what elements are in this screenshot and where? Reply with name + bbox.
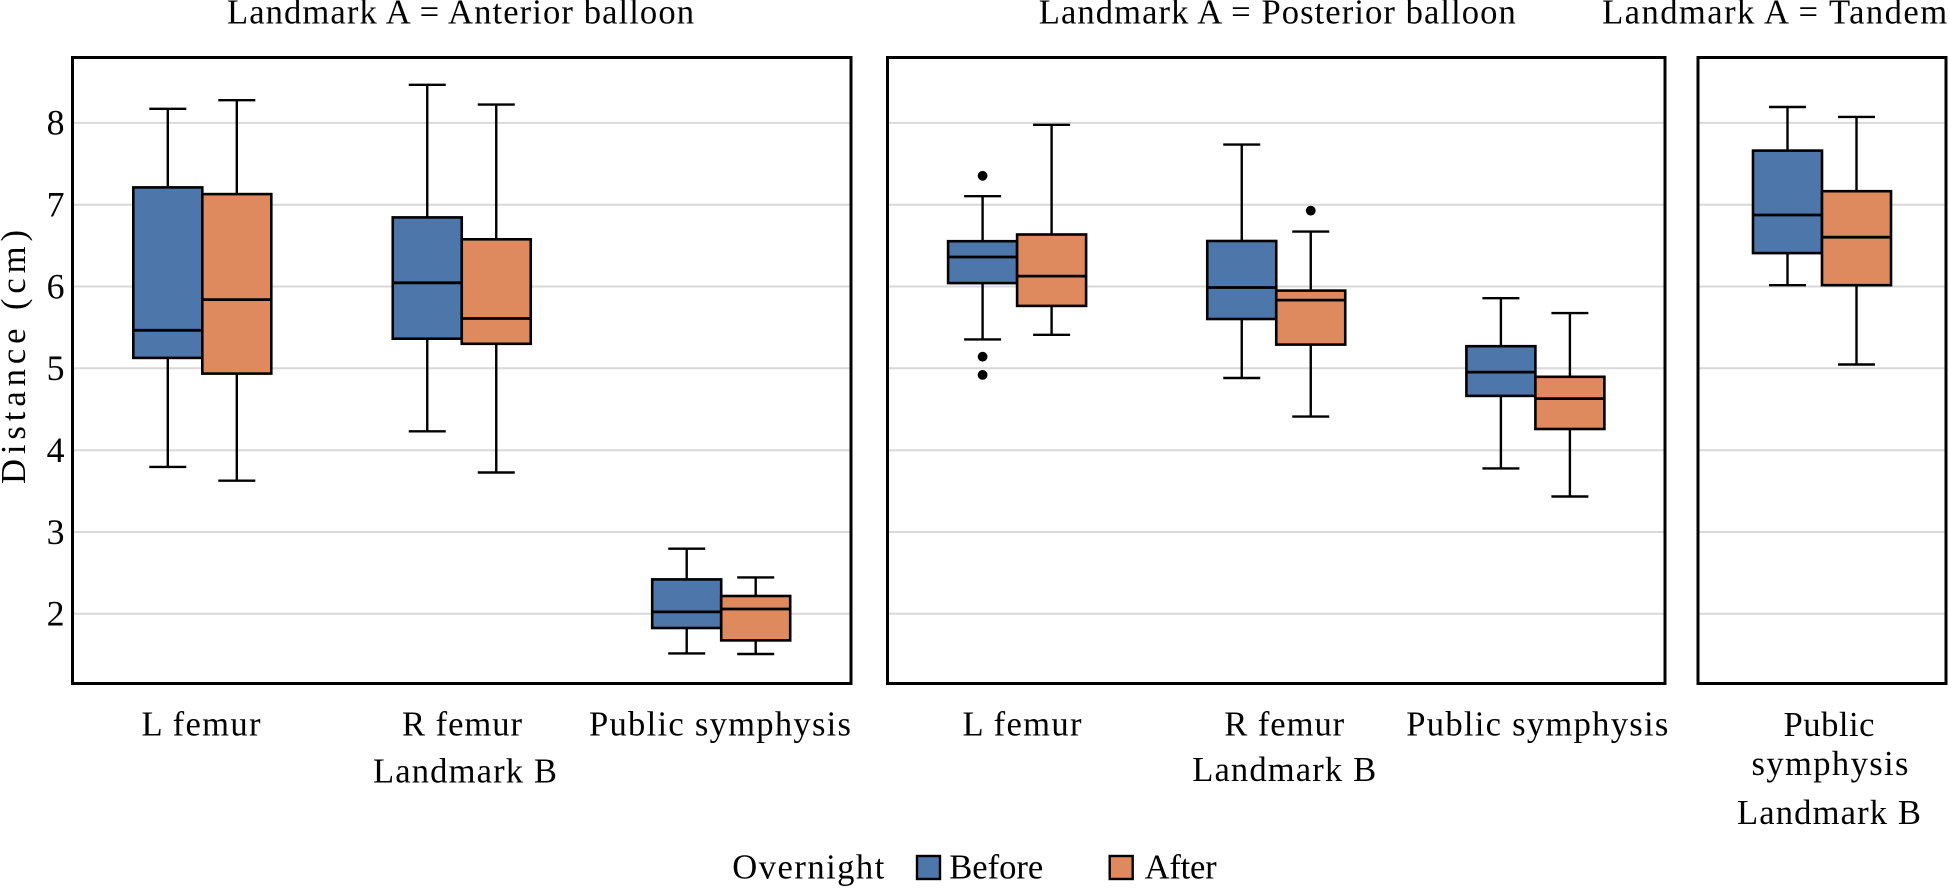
svg-text:Landmark B: Landmark B	[373, 753, 557, 791]
svg-text:R femur: R femur	[1224, 706, 1344, 744]
svg-text:After: After	[1145, 849, 1217, 887]
svg-text:Landmark A = Posterior balloon: Landmark A = Posterior balloon	[1039, 0, 1516, 31]
svg-text:Distance (cm): Distance (cm)	[0, 230, 33, 484]
svg-text:Landmark A = Tandem: Landmark A = Tandem	[1602, 0, 1947, 31]
svg-text:7: 7	[47, 185, 65, 225]
svg-text:4: 4	[47, 430, 65, 470]
svg-text:symphysis: symphysis	[1752, 745, 1909, 783]
svg-text:Public: Public	[1784, 706, 1875, 744]
svg-text:Public symphysis: Public symphysis	[589, 706, 851, 744]
svg-text:R femur: R femur	[402, 706, 522, 744]
svg-text:Landmark B: Landmark B	[1737, 794, 1921, 832]
svg-text:5: 5	[47, 348, 65, 388]
svg-text:8: 8	[47, 103, 65, 143]
svg-text:2: 2	[47, 594, 65, 634]
svg-text:Before: Before	[949, 849, 1043, 887]
svg-text:Overnight: Overnight	[732, 849, 884, 887]
svg-text:6: 6	[47, 266, 65, 306]
svg-text:Public symphysis: Public symphysis	[1406, 706, 1668, 744]
svg-text:L femur: L femur	[963, 706, 1082, 744]
svg-text:L femur: L femur	[142, 706, 261, 744]
svg-text:Landmark A = Anterior balloon: Landmark A = Anterior balloon	[227, 0, 694, 31]
svg-text:Landmark B: Landmark B	[1192, 751, 1376, 789]
svg-text:3: 3	[47, 512, 65, 552]
